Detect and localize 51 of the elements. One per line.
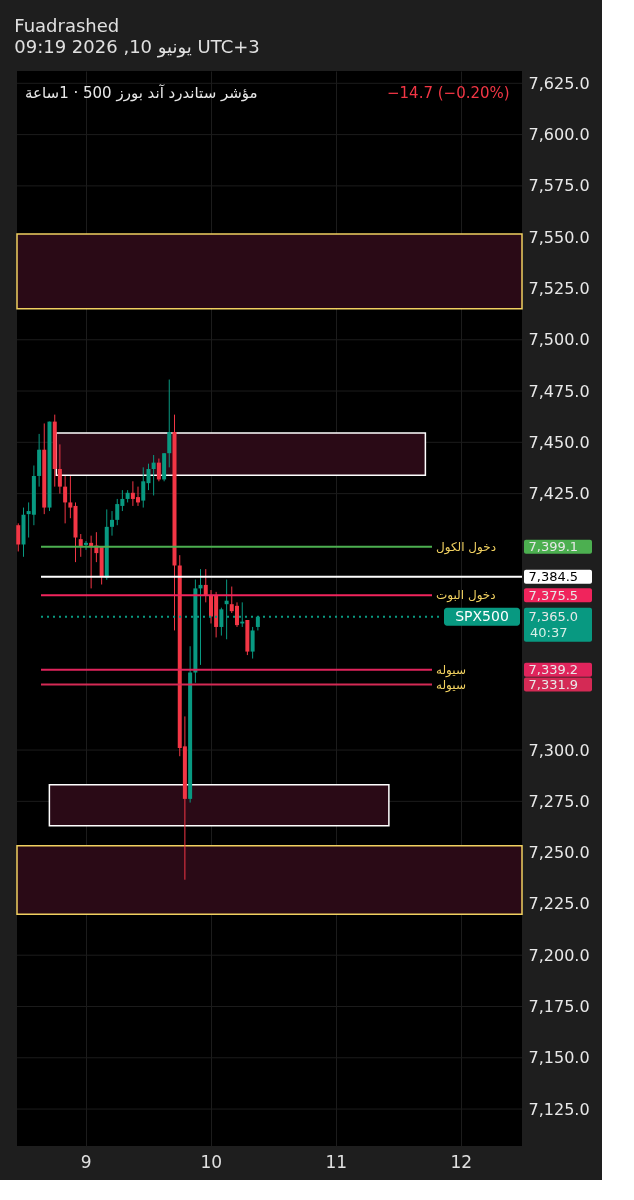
ref-line-label: SPX500: [455, 607, 509, 624]
ref-line-label: دخول الكول: [436, 539, 497, 555]
y-tick-label: 7,625.0: [528, 73, 590, 93]
chart-title: Fuadrashed: [14, 15, 120, 36]
y-tick-label: 7,331.9: [528, 677, 579, 693]
x-tick-label: 10: [200, 1151, 223, 1172]
y-tick-label: 7,600.0: [528, 125, 590, 145]
y-tick-label: 7,275.0: [528, 791, 590, 811]
candlestick: [68, 475, 73, 519]
ref-line-label: سيوله: [436, 677, 466, 693]
candlestick: [84, 540, 88, 551]
candlestick: [250, 626, 255, 660]
candlestick: [63, 475, 68, 524]
chart-subtitle: يونيو 10, 2026 09:19 UTC+3: [14, 36, 260, 58]
annotation: −14.7 (−0.20%): [387, 84, 510, 102]
y-tick-label: 7,575.0: [528, 176, 590, 196]
y-tick-label: 7,384.5: [528, 569, 579, 585]
y-tick-label: 7,525.0: [528, 278, 590, 298]
y-tick-label: 7,365.0: [528, 609, 579, 625]
candlestick: [151, 454, 156, 496]
candlestick: [146, 463, 151, 491]
y-tick-label: 7,300.0: [528, 740, 590, 760]
y-tick-label: 7,150.0: [528, 1048, 590, 1068]
candlestick: [78, 533, 83, 558]
y-tick-label: 7,125.0: [528, 1099, 590, 1119]
text: 40:37: [530, 624, 568, 640]
ref-line-label: دخول البوت: [436, 588, 496, 604]
y-tick-label: 7,175.0: [528, 997, 590, 1016]
y-tick-label: 7,200.0: [528, 945, 590, 965]
x-tick-label: 11: [325, 1151, 348, 1172]
y-tick-label: 7,225.0: [528, 894, 590, 914]
y-tick-label: 7,475.0: [528, 381, 590, 401]
candlestick: [57, 443, 62, 495]
candlestick: [156, 458, 161, 482]
x-tick-label: 12: [450, 1151, 473, 1172]
y-tick-label: 7,250.0: [528, 843, 590, 863]
candlestick: [110, 510, 114, 537]
x-tick-label: 9: [80, 1151, 92, 1172]
y-tick-label: 7,425.0: [528, 484, 590, 504]
candlestick: [115, 498, 120, 526]
candlestick: [141, 466, 146, 509]
candlestick: [167, 379, 172, 468]
candlestick: [16, 522, 21, 552]
annotation: مؤشر ستاندرد آند بورز 500 · 1ساعة: [25, 84, 258, 102]
ref-line-label: سيوله: [436, 662, 466, 678]
y-tick-label: 7,500.0: [528, 330, 590, 350]
y-tick-label: 7,399.1: [528, 539, 579, 555]
y-tick-label: 7,375.5: [528, 587, 579, 603]
y-tick-label: 7,339.2: [528, 662, 579, 678]
y-tick-label: 7,550.0: [528, 227, 590, 247]
y-tick-label: 7,450.0: [528, 432, 590, 452]
